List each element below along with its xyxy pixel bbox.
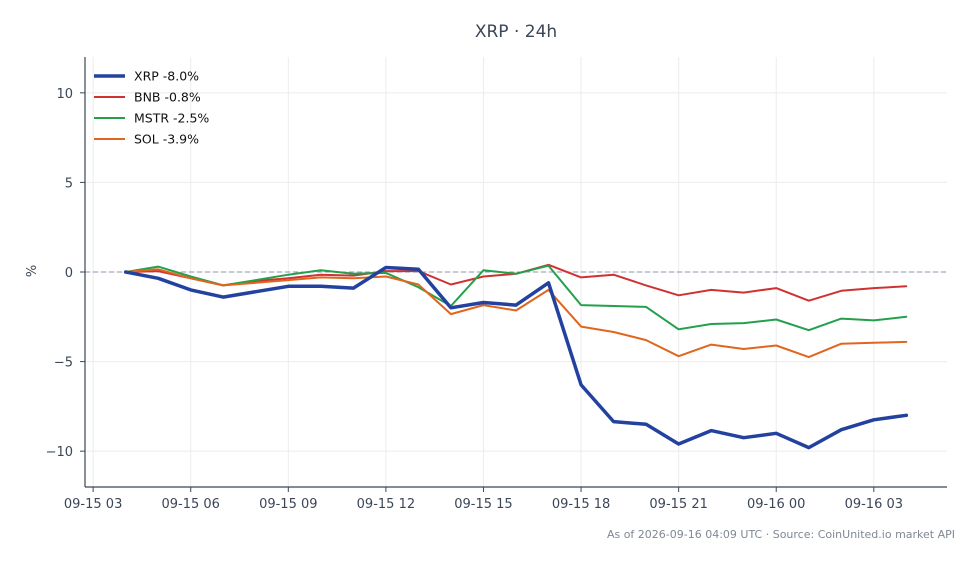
- x-tick-label: 09-15 15: [454, 497, 512, 512]
- x-tick-label: 09-15 21: [649, 497, 707, 512]
- x-tick-label: 09-15 06: [161, 497, 219, 512]
- y-tick-label: −10: [46, 445, 73, 460]
- y-tick-label: −5: [54, 356, 73, 371]
- legend-label: MSTR -2.5%: [134, 111, 209, 126]
- x-tick-label: 09-15 09: [259, 497, 317, 512]
- x-tick-label: 09-15 03: [64, 497, 122, 512]
- x-tick-label: 09-15 12: [357, 497, 415, 512]
- y-tick-label: 10: [56, 87, 73, 102]
- legend-label: XRP -8.0%: [134, 69, 199, 84]
- footnote: As of 2026-09-16 04:09 UTC · Source: Coi…: [607, 528, 955, 541]
- y-tick-label: 5: [65, 176, 73, 191]
- x-tick-label: 09-16 03: [845, 497, 903, 512]
- series-line-mstr: [124, 264, 908, 332]
- x-tick-label: 09-16 00: [747, 497, 805, 512]
- tick-labels: 09-15 03 09-15 06 09-15 09 09-15 12 09-15 15…: [46, 87, 903, 512]
- legend: XRP -8.0% BNB -0.8% MSTR -2.5% SOL -3.9%: [94, 69, 209, 147]
- series-line-sol: [124, 268, 908, 359]
- series-layer: [123, 263, 909, 450]
- x-tick-label: 09-15 18: [552, 497, 610, 512]
- legend-label: SOL -3.9%: [134, 132, 199, 147]
- series-line-xrp: [123, 265, 909, 450]
- axes: [80, 57, 947, 492]
- y-tick-label: 0: [65, 266, 73, 281]
- y-axis-label: %: [25, 265, 40, 277]
- chart-title: XRP · 24h: [475, 22, 557, 42]
- legend-label: BNB -0.8%: [134, 90, 201, 105]
